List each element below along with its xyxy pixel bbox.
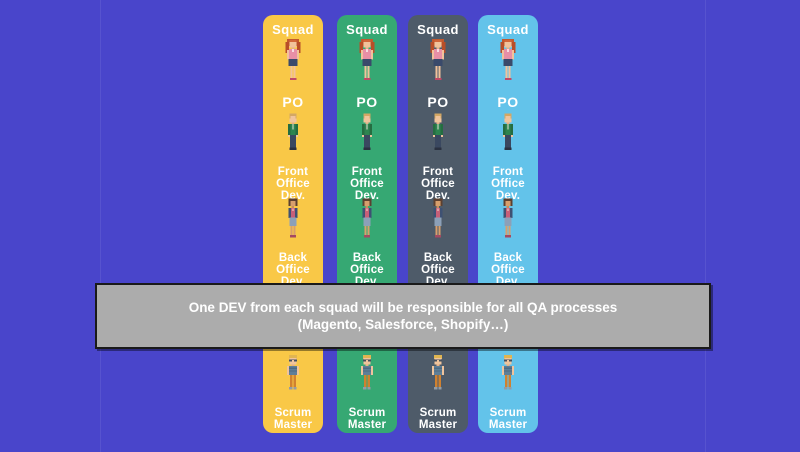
back-office-dev-figure-icon <box>355 197 379 245</box>
scrum-master-figure-icon <box>496 354 520 402</box>
po-label: PO <box>497 94 519 110</box>
squad-title: Squad <box>487 22 529 37</box>
squad-title: Squad <box>272 22 314 37</box>
po-figure-icon <box>355 38 379 86</box>
scrum-master-label: Scrum Master <box>273 407 313 431</box>
back-office-dev-figure-icon <box>281 197 305 245</box>
po-label: PO <box>427 94 449 110</box>
scrum-master-figure-icon <box>355 354 379 402</box>
front-office-dev-figure-icon <box>281 112 305 158</box>
front-office-dev-label: Front Office Dev. <box>491 166 525 202</box>
po-figure-icon <box>426 38 450 86</box>
front-office-dev-figure-icon <box>355 112 379 158</box>
squad-title: Squad <box>417 22 459 37</box>
scrum-master-figure-icon <box>426 354 450 402</box>
squad-card-2: Squad PO Front Office Dev. Back Office D… <box>337 15 397 433</box>
front-office-dev-label: Front Office Dev. <box>276 166 310 202</box>
front-office-dev-figure-icon <box>496 112 520 158</box>
scrum-master-label: Scrum Master <box>347 407 387 431</box>
qa-note-banner: One DEV from each squad will be responsi… <box>95 283 711 349</box>
scrum-master-figure-icon <box>281 354 305 402</box>
front-office-dev-label: Front Office Dev. <box>350 166 384 202</box>
squad-card-4: Squad PO Front Office Dev. Back Office D… <box>478 15 538 433</box>
po-label: PO <box>282 94 304 110</box>
po-figure-icon <box>496 38 520 86</box>
qa-note-line1: One DEV from each squad will be responsi… <box>188 300 618 315</box>
qa-note-line2: (Magento, Salesforce, Shopify…) <box>297 317 509 332</box>
background-guide-line <box>705 0 706 452</box>
squad-card-1: Squad PO Front Office Dev. Back Office D… <box>263 15 323 433</box>
front-office-dev-figure-icon <box>426 112 450 158</box>
po-label: PO <box>356 94 378 110</box>
back-office-dev-figure-icon <box>496 197 520 245</box>
back-office-dev-figure-icon <box>426 197 450 245</box>
squad-card-3: Squad PO Front Office Dev. Back Office D… <box>408 15 468 433</box>
scrum-master-label: Scrum Master <box>418 407 458 431</box>
front-office-dev-label: Front Office Dev. <box>421 166 455 202</box>
scrum-master-label: Scrum Master <box>488 407 528 431</box>
squad-title: Squad <box>346 22 388 37</box>
po-figure-icon <box>281 38 305 86</box>
background-guide-line <box>100 0 101 452</box>
